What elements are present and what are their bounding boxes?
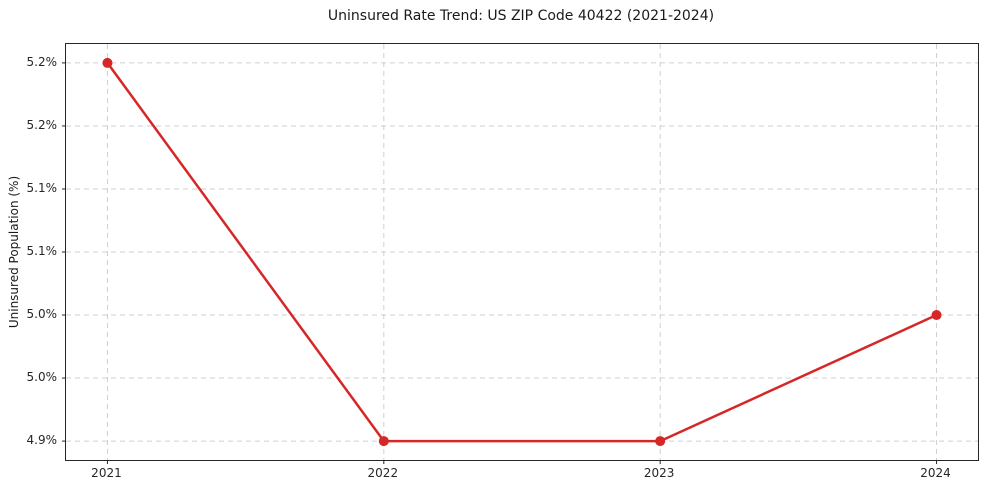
x-tick-label: 2022: [367, 466, 399, 480]
plot-area: [62, 43, 979, 464]
x-tick-label: 2024: [920, 466, 951, 480]
line-chart-canvas: [62, 44, 978, 464]
y-tick-label: 5.1%: [26, 180, 58, 195]
chart-title: Uninsured Rate Trend: US ZIP Code 40422 …: [327, 8, 715, 24]
y-tick-label: 5.2%: [26, 117, 58, 132]
y-tick-label: 5.0%: [26, 307, 58, 322]
y-tick-label: 4.9%: [26, 433, 58, 448]
x-tick-label: 2023: [643, 466, 675, 480]
y-tick-label: 5.1%: [26, 244, 58, 258]
x-tick-label: 2021: [91, 466, 122, 480]
y-tick-label: 5.2%: [26, 54, 58, 69]
y-tick-label: 5.0%: [26, 370, 58, 385]
